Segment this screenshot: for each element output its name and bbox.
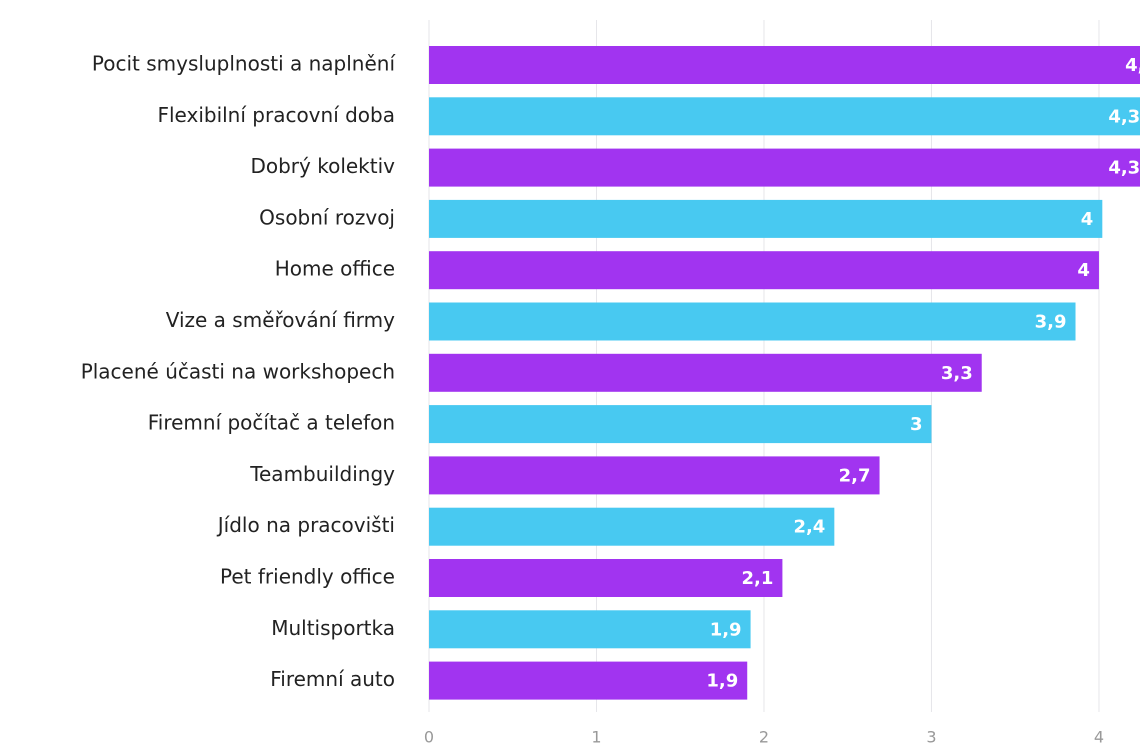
value-label: 4,3	[1108, 158, 1140, 179]
category-label: Placené účasti na workshopech	[81, 359, 395, 383]
value-label: 2,4	[793, 517, 825, 538]
value-label: 4,3	[1108, 106, 1140, 127]
category-label: Home office	[275, 257, 395, 281]
category-label: Vize a směřování firmy	[166, 308, 395, 332]
value-label: 3,9	[1035, 312, 1067, 333]
x-tick-label: 1	[591, 728, 601, 746]
category-label: Jídlo na pracovišti	[216, 513, 395, 537]
value-label: 4	[1077, 260, 1090, 281]
category-label: Dobrý kolektiv	[250, 154, 395, 178]
value-label: 3	[910, 414, 923, 435]
x-tick-label: 0	[424, 728, 434, 746]
bar	[429, 46, 1140, 84]
bar	[429, 302, 1076, 341]
category-label: Flexibilní pracovní doba	[157, 103, 395, 127]
bar	[429, 559, 783, 597]
bar	[429, 251, 1099, 290]
bar	[429, 405, 932, 444]
value-label: 4,4	[1125, 55, 1140, 76]
value-label: 2,1	[742, 568, 774, 589]
category-label: Teambuildingy	[249, 462, 395, 486]
bar	[429, 353, 982, 392]
value-label: 2,7	[839, 465, 871, 486]
value-label: 1,9	[710, 619, 742, 640]
x-tick-label: 3	[926, 728, 936, 746]
bar	[429, 97, 1140, 136]
category-label: Firemní počítač a telefon	[148, 411, 395, 435]
category-label: Multisportka	[271, 616, 395, 640]
category-label: Pet friendly office	[220, 565, 395, 589]
bar	[429, 507, 835, 546]
value-label: 3,3	[941, 363, 973, 384]
bar	[429, 148, 1140, 187]
bar	[429, 456, 880, 495]
category-label: Osobní rozvoj	[259, 205, 395, 229]
value-label: 1,9	[706, 671, 738, 692]
category-label: Firemní auto	[270, 667, 395, 691]
bar	[429, 199, 1103, 238]
x-tick-label: 2	[759, 728, 769, 746]
bar	[429, 661, 748, 700]
x-tick-label: 4	[1094, 728, 1104, 746]
value-label: 4	[1081, 209, 1094, 230]
bar	[429, 610, 751, 649]
category-label: Pocit smysluplnosti a naplnění	[92, 52, 397, 76]
